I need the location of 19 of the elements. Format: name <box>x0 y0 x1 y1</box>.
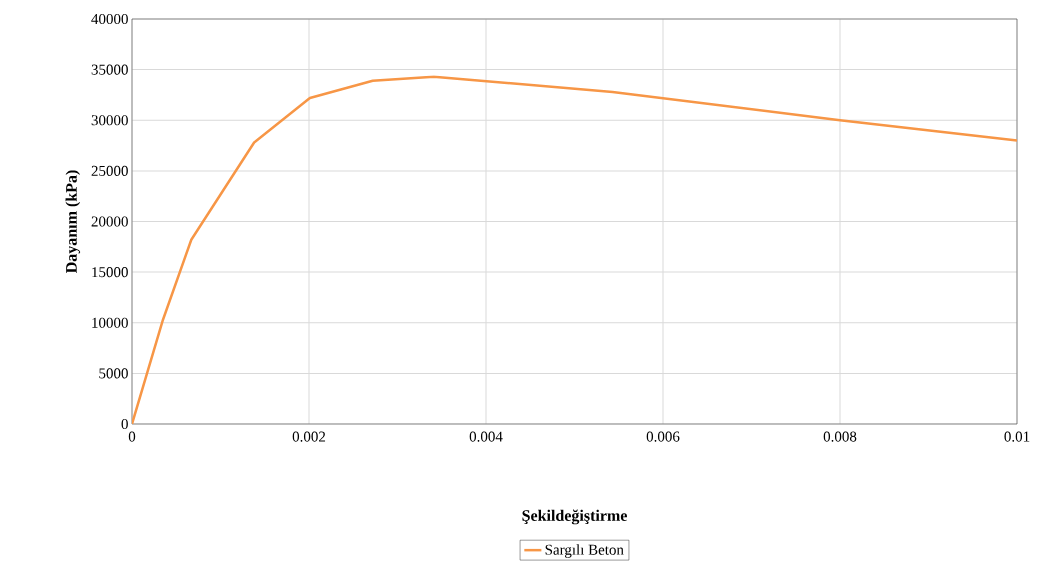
y-tick-label: 10000 <box>92 317 128 328</box>
y-tick-label: 25000 <box>91 165 128 176</box>
y-tick-label: 20000 <box>91 216 128 227</box>
x-tick-label: 0.008 <box>823 431 857 442</box>
x-tick-label: 0.01 <box>1004 431 1030 442</box>
y-tick-label: 15000 <box>92 267 128 278</box>
legend-label: Sargılı Beton <box>545 544 624 558</box>
y-axis-title: Dayanım (kPa) <box>65 170 81 273</box>
y-tick-label: 35000 <box>91 64 128 75</box>
y-tick-label: 40000 <box>91 13 128 25</box>
x-tick-label: 0.004 <box>469 431 503 442</box>
x-axis-title: Şekildeğiştirme <box>522 509 627 525</box>
y-tick-label: 5000 <box>99 368 128 379</box>
line-series <box>132 75 1018 424</box>
x-tick-label: 0 <box>128 431 136 442</box>
x-tick-label: 0.002 <box>292 431 326 442</box>
x-tick-label: 0.006 <box>646 431 680 442</box>
y-tick-label: 0 <box>121 418 128 430</box>
y-tick-label: 30000 <box>91 115 128 126</box>
